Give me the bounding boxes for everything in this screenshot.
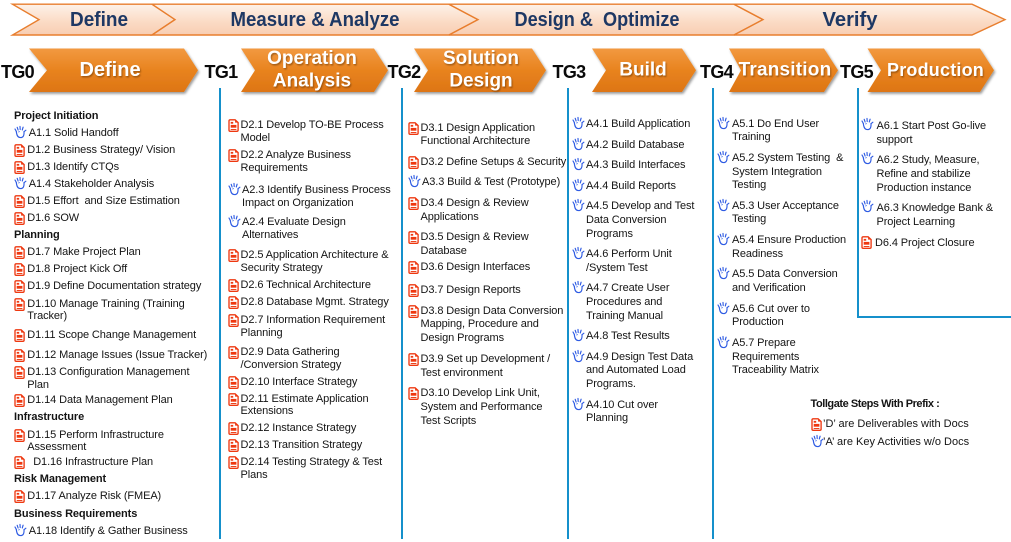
svg-text:Design & Optimize: Design & Optimize [515, 9, 680, 31]
svg-text:Build: Build [619, 60, 667, 81]
svg-text:Design: Design [449, 71, 512, 92]
svg-text:Production: Production [887, 60, 984, 80]
svg-text:Transition: Transition [739, 60, 832, 81]
svg-text:Verify: Verify [823, 9, 879, 31]
svg-text:Define: Define [79, 59, 140, 81]
svg-text:Measure & Analyze: Measure & Analyze [231, 9, 400, 31]
svg-text:Operation: Operation [267, 48, 357, 69]
svg-text:Define: Define [70, 9, 128, 31]
svg-text:Solution: Solution [443, 48, 519, 69]
svg-text:Analysis: Analysis [273, 71, 351, 92]
